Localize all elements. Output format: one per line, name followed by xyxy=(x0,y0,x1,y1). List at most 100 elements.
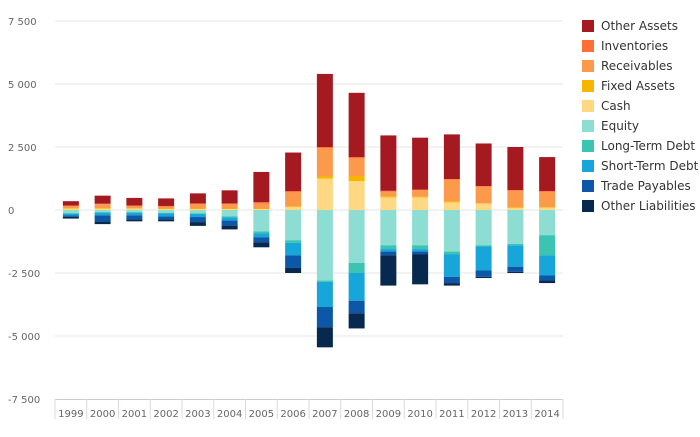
bar-segment xyxy=(221,220,238,226)
bar-segment xyxy=(443,254,460,277)
bar-segment xyxy=(348,262,365,273)
bar-segment xyxy=(316,73,333,147)
bar-segment xyxy=(380,191,397,197)
bar-segment xyxy=(285,192,302,207)
bar-segment xyxy=(475,143,492,187)
bar-segment xyxy=(62,205,79,206)
bar-segment xyxy=(285,255,302,268)
bar-segment xyxy=(443,179,460,180)
bar-segment xyxy=(475,210,492,246)
bar-segment xyxy=(189,210,206,214)
legend-swatch xyxy=(582,80,594,92)
bar-segment xyxy=(475,245,492,247)
y-tick-label: 2 500 xyxy=(8,143,37,154)
bar-segment xyxy=(158,205,175,207)
bar-segment xyxy=(443,134,460,180)
bar-segment xyxy=(221,210,238,217)
bar-segment xyxy=(443,201,460,203)
bar-segment xyxy=(158,206,175,209)
bar-segment xyxy=(158,198,175,206)
legend-swatch xyxy=(582,160,594,172)
bar-segment xyxy=(443,276,460,284)
bar-segment xyxy=(443,210,460,252)
bar-segment xyxy=(348,210,365,263)
legend-swatch xyxy=(582,60,594,72)
x-tick-label: 2005 xyxy=(249,409,274,420)
bar-segment xyxy=(380,190,397,192)
bar-segment xyxy=(221,208,238,209)
bar-segment xyxy=(316,178,333,210)
legend-label: Other Assets xyxy=(601,19,678,33)
bar-segment xyxy=(316,175,333,179)
bar-segment xyxy=(507,266,524,272)
bar-segment xyxy=(412,197,429,210)
bar-segment xyxy=(62,213,79,216)
bar-segment xyxy=(253,202,270,204)
legend-swatch xyxy=(582,200,594,212)
bar-segment xyxy=(507,245,524,267)
x-tick-label: 2009 xyxy=(376,409,401,420)
bar-segment xyxy=(380,251,397,256)
x-tick-label: 2003 xyxy=(185,409,210,420)
x-tick-label: 2000 xyxy=(90,409,115,420)
bar-segment xyxy=(158,219,175,222)
bar-segment xyxy=(126,212,143,213)
bar-segment xyxy=(94,212,111,216)
bar-segment xyxy=(348,158,365,176)
bar-segment xyxy=(475,246,492,271)
bar-segment xyxy=(285,267,302,273)
bar-segment xyxy=(443,251,460,255)
legend-item: Receivables xyxy=(582,59,673,73)
y-axis-tick-labels: 7 500 5 000 2 500 0 -2 500 -5 000 -7 500 xyxy=(8,17,40,406)
bar-segment xyxy=(348,157,365,159)
bar-segment xyxy=(412,190,429,197)
bar-segment xyxy=(348,92,365,158)
bar-segment xyxy=(507,271,524,273)
bar-segment xyxy=(316,148,333,176)
legend-item: Other Liabilities xyxy=(582,199,696,213)
legend-swatch xyxy=(582,140,594,152)
bar-segment xyxy=(348,175,365,182)
bar-segment xyxy=(539,235,556,256)
y-tick-label: -5 000 xyxy=(8,332,40,343)
bar-segment xyxy=(126,215,143,220)
bar-segment xyxy=(62,216,79,219)
legend-label: Long-Term Debt xyxy=(601,139,695,153)
bar-segment xyxy=(475,203,492,210)
x-tick-label: 2002 xyxy=(153,409,178,420)
y-tick-label: 7 500 xyxy=(8,17,37,28)
x-tick-label: 2010 xyxy=(407,409,432,420)
bar-segment xyxy=(189,208,206,210)
bar-segment xyxy=(285,152,302,192)
bar-segment xyxy=(412,210,429,246)
bar-segment xyxy=(316,280,333,282)
bar-segment xyxy=(62,215,79,217)
bar-segment xyxy=(380,245,397,250)
bar-segment xyxy=(221,225,238,230)
legend-label: Trade Payables xyxy=(600,179,691,193)
bar-segment xyxy=(62,201,79,206)
bar-segment xyxy=(507,190,524,208)
bar-segment xyxy=(380,197,397,210)
bar-segment xyxy=(380,255,397,286)
legend-label: Receivables xyxy=(601,59,673,73)
legend-swatch xyxy=(582,120,594,132)
bar-segment xyxy=(158,213,175,217)
bar-segment xyxy=(158,216,175,220)
bar-segment xyxy=(221,203,238,204)
bar-segment xyxy=(539,210,556,236)
y-tick-label: 0 xyxy=(8,206,14,217)
bar-segment xyxy=(253,210,270,232)
bar-segment xyxy=(539,191,556,192)
bar-segment xyxy=(62,205,79,208)
bar-segment xyxy=(412,251,429,255)
bar-segment xyxy=(380,135,397,191)
bar-segment xyxy=(380,210,397,246)
bar-segment xyxy=(126,208,143,210)
bar-segment xyxy=(126,208,143,209)
legend-swatch xyxy=(582,180,594,192)
legend-label: Equity xyxy=(601,119,639,133)
bar-segment xyxy=(348,181,365,210)
